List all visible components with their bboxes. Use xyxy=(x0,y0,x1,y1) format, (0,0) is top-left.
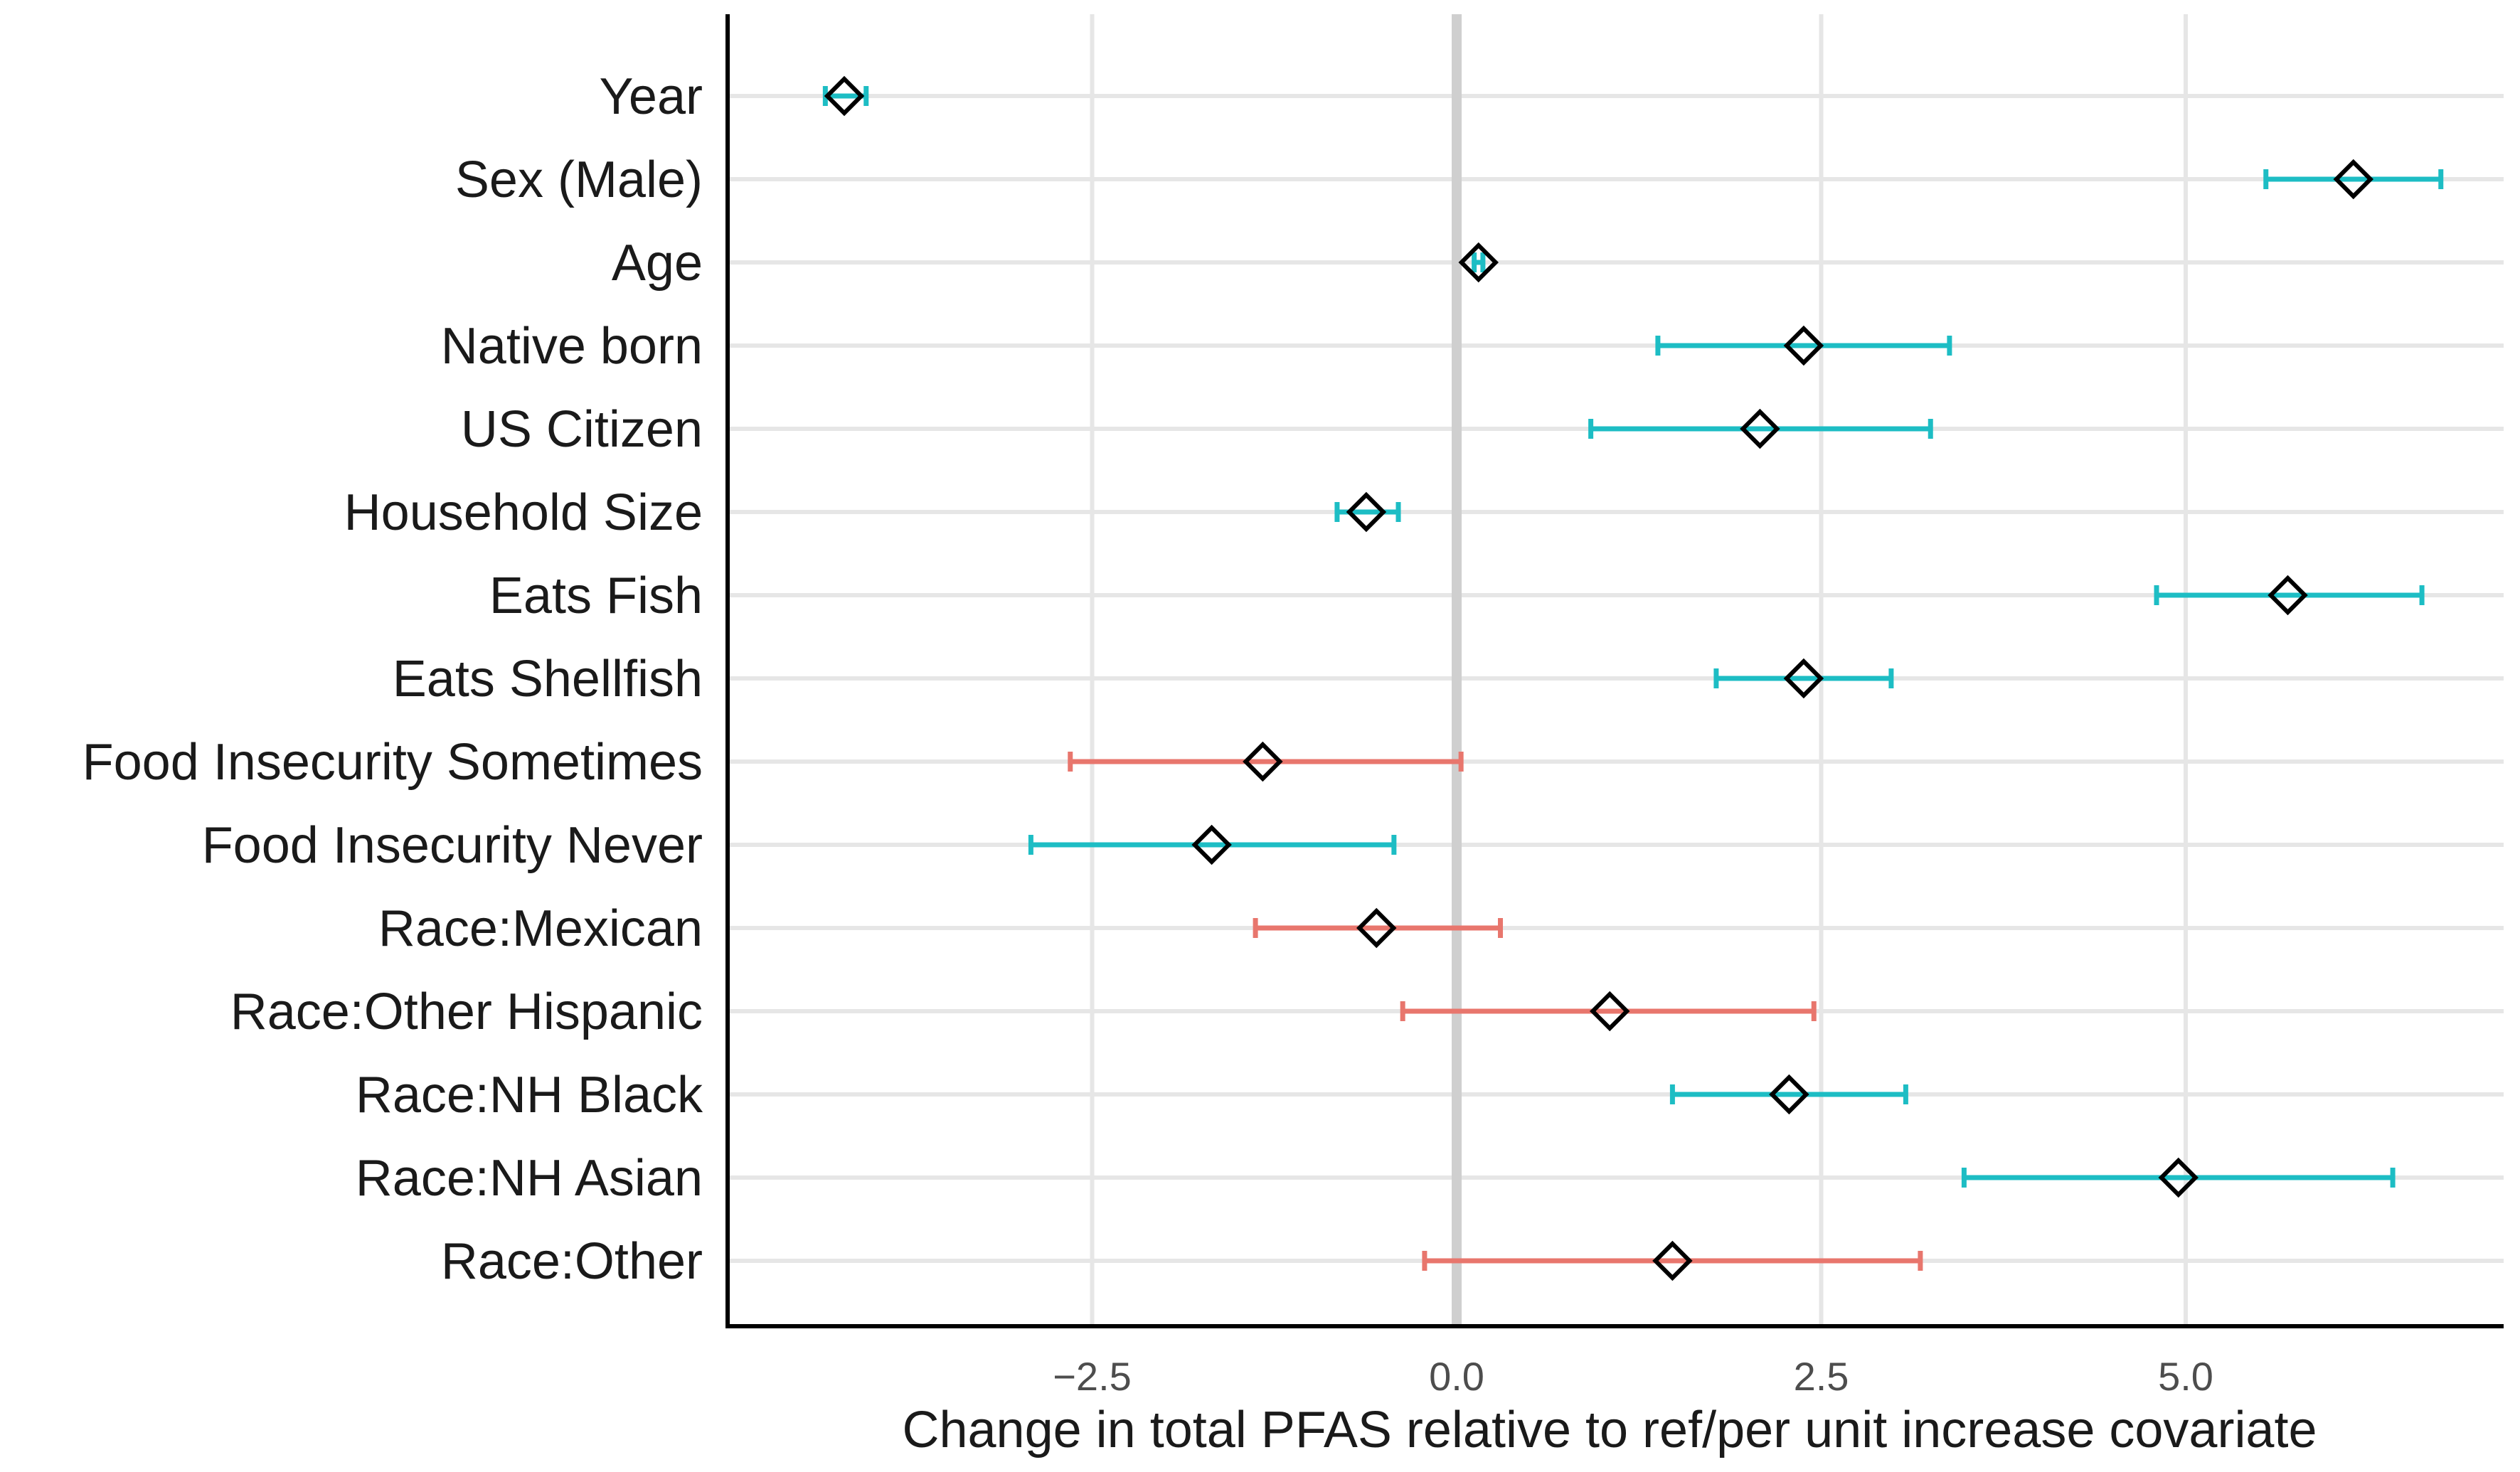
estimate-row xyxy=(1068,741,1464,782)
estimate-row xyxy=(2263,159,2444,200)
estimate-diamond xyxy=(1458,242,1499,283)
category-label: Eats Shellfish xyxy=(393,651,703,708)
estimate-diamond xyxy=(1191,824,1232,865)
x-tick-label: −2.5 xyxy=(1053,1354,1132,1399)
category-label: Year xyxy=(600,68,703,125)
estimate-row xyxy=(1028,824,1397,865)
category-label: Race:NH Black xyxy=(356,1067,703,1124)
estimate-diamond xyxy=(1356,907,1397,949)
estimate-diamond xyxy=(1652,1240,1693,1281)
category-label: Sex (Male) xyxy=(455,151,703,208)
estimate-row xyxy=(1458,242,1499,283)
x-axis-title: Change in total PFAS relative to ref/per… xyxy=(902,1402,2317,1458)
category-label: US Citizen xyxy=(461,401,703,458)
estimate-diamond xyxy=(1783,658,1824,699)
estimate-diamond xyxy=(2158,1157,2199,1198)
category-label: Age xyxy=(612,235,703,292)
estimate-row xyxy=(2154,575,2425,616)
estimate-row xyxy=(1588,408,1933,449)
axis-layer: −2.5 0.0 2.5 5.0 xyxy=(725,14,2504,1399)
estimate-row xyxy=(1961,1157,2396,1198)
category-label: Native born xyxy=(441,318,703,375)
estimate-diamond xyxy=(1783,325,1824,366)
estimate-diamond xyxy=(1769,1074,1809,1115)
category-label: Eats Fish xyxy=(489,567,703,624)
estimate-diamond xyxy=(824,75,865,117)
estimate-row xyxy=(822,75,869,117)
estimate-row xyxy=(1253,907,1503,949)
estimate-diamond xyxy=(2268,575,2308,616)
estimate-row xyxy=(1669,1074,1908,1115)
estimate-row xyxy=(1655,325,1952,366)
category-label: Race:Other Hispanic xyxy=(230,983,703,1040)
estimate-diamond xyxy=(1346,491,1387,533)
category-label-layer: Year Sex (Male) Age Native born US Citizen Ho… xyxy=(83,68,703,1290)
category-label: Race:NH Asian xyxy=(356,1150,703,1207)
category-label: Race:Mexican xyxy=(378,900,703,957)
estimate-diamond xyxy=(1243,741,1283,782)
marks-layer xyxy=(822,75,2444,1281)
estimate-row xyxy=(1334,491,1401,533)
estimate-row xyxy=(1400,991,1817,1032)
x-tick-label: 2.5 xyxy=(1794,1354,1849,1399)
estimate-row xyxy=(1713,658,1894,699)
category-label: Household Size xyxy=(344,484,703,541)
estimate-diamond xyxy=(1740,408,1780,449)
x-tick-label: 0.0 xyxy=(1429,1354,1484,1399)
category-label: Food Insecurity Sometimes xyxy=(83,734,703,791)
category-label: Race:Other xyxy=(441,1233,703,1290)
estimate-diamond xyxy=(2333,159,2373,200)
x-tick-label: 5.0 xyxy=(2158,1354,2213,1399)
category-label: Food Insecurity Never xyxy=(202,817,703,874)
estimate-diamond xyxy=(1590,991,1630,1032)
estimate-row xyxy=(1422,1240,1923,1281)
